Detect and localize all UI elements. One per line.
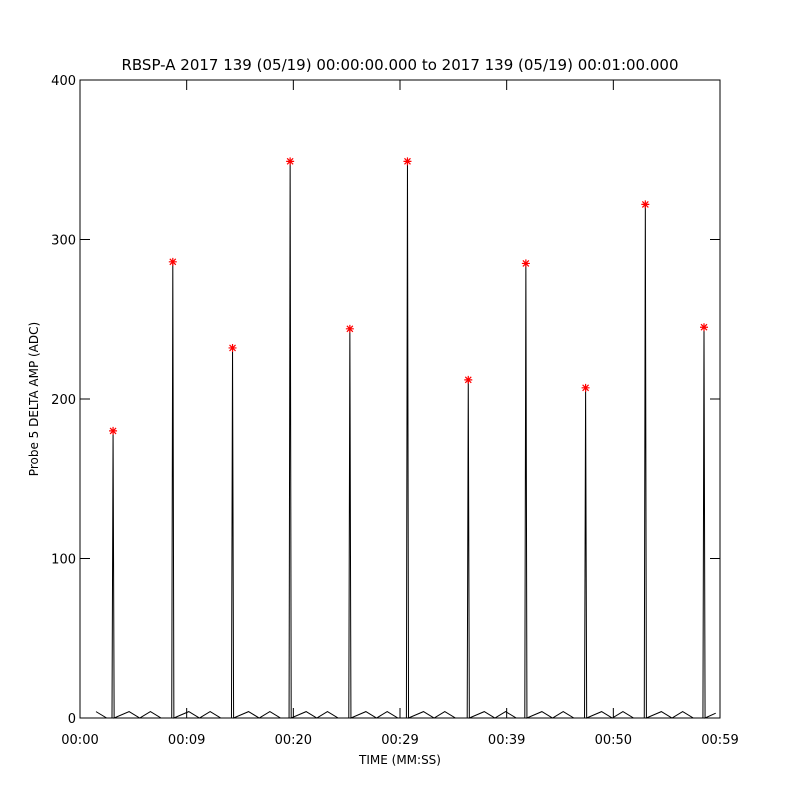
peak-marker [403, 157, 412, 166]
x-tick-label: 00:20 [275, 733, 312, 748]
x-tick-label: 00:29 [381, 733, 418, 748]
asterisk [109, 426, 118, 435]
x-axis-label: TIME (MM:SS) [358, 753, 441, 767]
peak-marker [168, 257, 177, 266]
x-tick-label: 00:50 [595, 733, 632, 748]
peak-marker [521, 259, 530, 268]
x-tick-label: 00:39 [488, 733, 525, 748]
x-tick-label: 00:09 [168, 733, 205, 748]
y-axis-label: Probe 5 DELTA AMP (ADC) [27, 322, 41, 476]
peak-marker [228, 343, 237, 352]
peak-marker [581, 383, 590, 392]
x-tick-label: 00:59 [701, 733, 738, 748]
y-tick-label: 0 [68, 712, 76, 727]
peak-marker [109, 426, 118, 435]
asterisk [521, 259, 530, 268]
x-tick-label: 00:00 [61, 733, 98, 748]
asterisk [168, 257, 177, 266]
asterisk [286, 157, 295, 166]
y-tick-label: 100 [51, 553, 76, 568]
asterisk [403, 157, 412, 166]
asterisk [345, 324, 354, 333]
asterisk [581, 383, 590, 392]
peak-marker [345, 324, 354, 333]
peak-marker [464, 375, 473, 384]
asterisk [700, 323, 708, 332]
y-tick-label: 300 [51, 234, 76, 249]
data-line [95, 161, 716, 719]
peak-marker [700, 323, 708, 332]
peak-marker [286, 157, 295, 166]
y-tick-label: 200 [51, 393, 76, 408]
asterisk [228, 343, 237, 352]
chart-title: RBSP-A 2017 139 (05/19) 00:00:00.000 to … [121, 56, 678, 74]
asterisk [464, 375, 473, 384]
y-tick-label: 400 [51, 74, 76, 89]
peak-marker [641, 200, 650, 209]
asterisk [641, 200, 650, 209]
